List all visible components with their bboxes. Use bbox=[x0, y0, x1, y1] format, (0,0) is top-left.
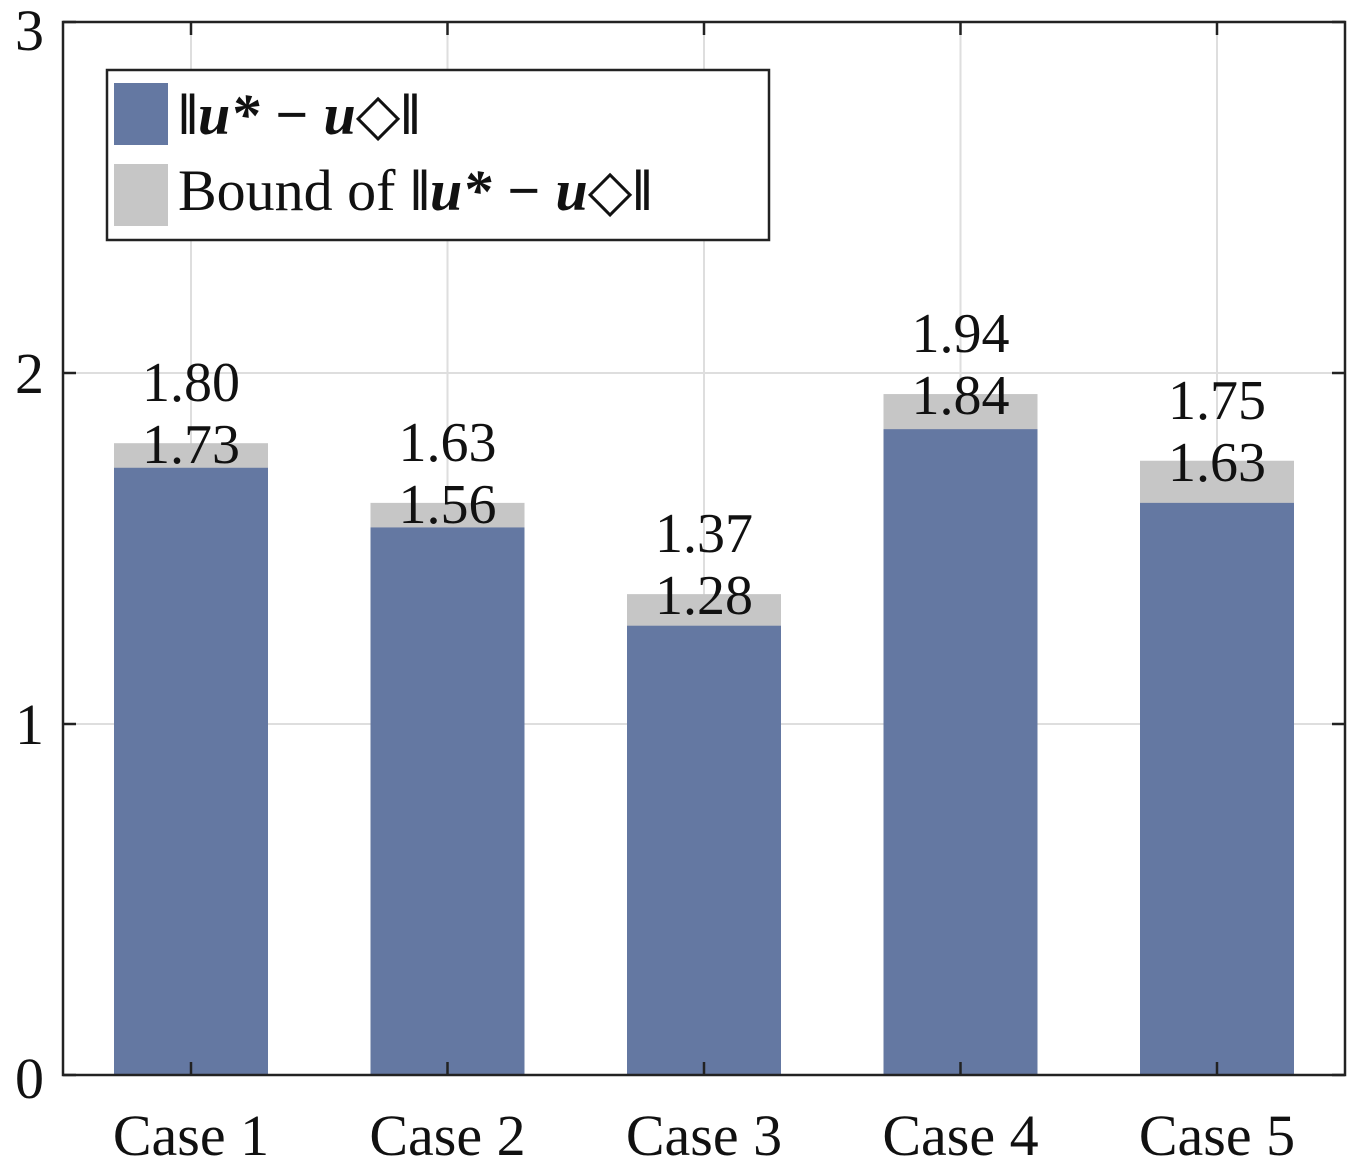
bars bbox=[114, 394, 1294, 1075]
legend-label-bound-math: ‖u* − u◇‖ bbox=[410, 158, 652, 223]
bar-label-bound-case-2: 1.63 bbox=[399, 412, 497, 474]
bar-value-labels: 1.801.73 1.631.56 1.371.281.941.84 1.751.63 bbox=[142, 303, 1266, 627]
bar-norm-case-4 bbox=[883, 429, 1038, 1075]
xtick-label-case-4: Case 4 bbox=[882, 1103, 1038, 1164]
bar-label-norm-case-3: 1.28 bbox=[655, 565, 753, 627]
bar-norm-case-5 bbox=[1140, 502, 1294, 1075]
legend-swatch-norm bbox=[114, 83, 168, 145]
bar-label-norm-case-2: 1.56 bbox=[399, 474, 497, 536]
xtick-label-case-3: Case 3 bbox=[626, 1103, 782, 1164]
bar-label-bound-case-1: 1.80 bbox=[142, 352, 240, 414]
legend-label-bound: Bound of ‖u* − u◇‖ bbox=[178, 158, 652, 223]
xtick-label-case-1: Case 1 bbox=[113, 1103, 269, 1164]
bar-label-bound-case-3: 1.37 bbox=[655, 503, 753, 565]
legend-label-norm: ‖u* − u◇‖ bbox=[178, 82, 420, 147]
xtick-label-case-5: Case 5 bbox=[1139, 1103, 1295, 1164]
ytick-label-0: 0 bbox=[15, 1046, 44, 1111]
bar-label-bound-case-5: 1.75 bbox=[1168, 370, 1266, 432]
bar-label-norm-case-4: 1.84 bbox=[912, 365, 1010, 427]
ytick-label-1: 1 bbox=[15, 692, 44, 757]
legend-swatch-bound bbox=[114, 164, 168, 226]
bar-label-norm-case-1: 1.73 bbox=[142, 414, 240, 476]
bar-norm-case-2 bbox=[370, 527, 525, 1075]
legend-box bbox=[105, 68, 771, 242]
bar-label-bound-case-4: 1.94 bbox=[912, 303, 1010, 365]
ytick-label-3: 3 bbox=[15, 0, 44, 63]
bar-norm-case-1 bbox=[114, 467, 268, 1075]
bar-norm-case-3 bbox=[627, 625, 781, 1075]
legend-label-bound-prefix: Bound of bbox=[178, 158, 410, 223]
bar-label-norm-case-5: 1.63 bbox=[1168, 432, 1266, 494]
xtick-label-case-2: Case 2 bbox=[369, 1103, 525, 1164]
ticks bbox=[63, 20, 1345, 1077]
ytick-label-2: 2 bbox=[15, 341, 44, 406]
axis-tick-labels: 0 1 2 3 Case 1 Case 2 Case 3 Case 4 Case 5 bbox=[15, 0, 1295, 1164]
legend: ‖u* − u◇‖ Bound of ‖u* − u◇‖ bbox=[105, 68, 771, 242]
